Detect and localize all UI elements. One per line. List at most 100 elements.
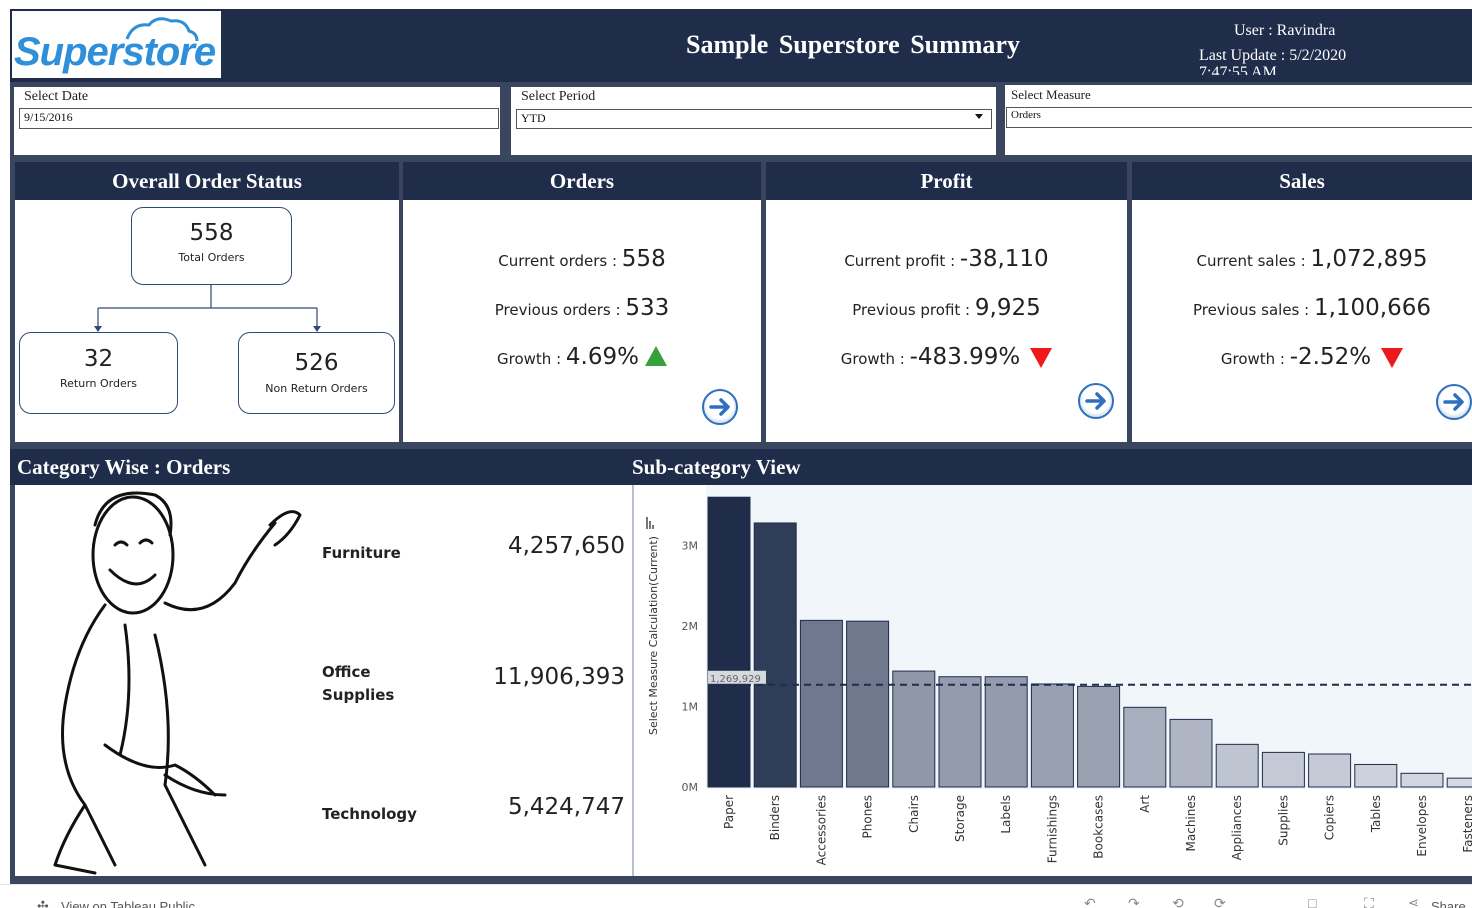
user-label: User : Ravindra	[1234, 22, 1336, 39]
arrow-right-icon	[709, 398, 730, 416]
category-title: Category Wise : Orders	[17, 455, 231, 479]
footer-bar: ✣ View on Tableau Public ↶ ↷ ⟲ ⟳ □ ⛶ ⋖ S…	[0, 884, 1472, 908]
total-orders-node: 558 Total Orders	[131, 207, 292, 285]
return-orders-label: Return Orders	[60, 377, 137, 390]
sales-kpi-panel: Current sales : 1,072,895 Previous sales…	[1132, 200, 1472, 442]
non-return-orders-label: Non Return Orders	[265, 382, 368, 395]
chevron-down-icon	[975, 114, 983, 119]
profit-kpi-panel: Current profit : -38,110 Previous profit…	[766, 200, 1127, 442]
x-tick-label: Envelopes	[1415, 795, 1429, 857]
share-button[interactable]: Share	[1431, 899, 1466, 908]
return-orders-value: 32	[83, 346, 114, 372]
last-update-label: Last Update : 5/2/2020 7:47:55 AM	[1199, 47, 1346, 75]
orders-current-label: Current orders :	[498, 252, 622, 270]
bar-envelopes[interactable]	[1400, 772, 1444, 788]
undo-icon[interactable]: ↶	[1084, 895, 1096, 908]
bar-chairs[interactable]	[892, 670, 936, 788]
bar-appliances[interactable]	[1215, 743, 1259, 788]
last-update-time: 7:47:55 AM	[1199, 64, 1277, 75]
refresh-icon[interactable]: ⟳	[1214, 895, 1226, 908]
x-tick-label: Appliances	[1230, 795, 1244, 860]
x-tick-label: Phones	[861, 795, 875, 838]
bar-machines[interactable]	[1169, 718, 1213, 788]
share-icon[interactable]: ⋖	[1408, 895, 1419, 908]
sales-kpi-title: Sales	[1132, 162, 1472, 200]
orders-arrow-right-button[interactable]	[702, 389, 738, 425]
subcategory-panel: Select Measure Calculation(Current) 0M 1M…	[632, 485, 1472, 876]
measure-dropdown[interactable]: Orders	[1006, 107, 1472, 128]
bar-furnishings[interactable]	[1030, 683, 1074, 788]
growth-down-arrow-icon	[1381, 348, 1404, 368]
period-dropdown[interactable]: YTD	[516, 109, 992, 129]
tableau-logo-icon: ✣	[37, 898, 49, 908]
x-tick-label: Fasteners	[1461, 795, 1472, 853]
bar-binders[interactable]	[753, 522, 797, 788]
bar-storage[interactable]	[938, 676, 982, 788]
date-filter-label: Select Date	[24, 89, 89, 104]
x-tick-label: Chairs	[907, 795, 921, 833]
bar-tables[interactable]	[1354, 763, 1398, 788]
x-tick-label: Labels	[999, 795, 1013, 834]
arrow-right-icon	[1085, 392, 1106, 410]
bar-copiers[interactable]	[1308, 753, 1352, 788]
bar-accessories[interactable]	[799, 619, 843, 788]
bar-art[interactable]	[1123, 706, 1167, 788]
bar-bookcases[interactable]	[1077, 685, 1121, 788]
redo-icon[interactable]: ↷	[1128, 895, 1140, 908]
sales-growth-value: -2.52%	[1289, 344, 1372, 370]
fullscreen-icon[interactable]: ⛶	[1364, 895, 1374, 908]
bar-supplies[interactable]	[1261, 751, 1305, 788]
category-technology-value: 5,424,747	[507, 794, 625, 820]
last-update-date: Last Update : 5/2/2020	[1199, 47, 1347, 64]
bar-paper[interactable]	[707, 496, 751, 788]
orders-growth-row: Growth : 4.69%	[403, 344, 761, 370]
page-title: Sample Superstore Summary	[686, 30, 1020, 59]
category-office-supplies-label-line2: Supplies	[322, 686, 395, 704]
sales-growth-label: Growth :	[1220, 350, 1290, 368]
sales-previous-value: 1,100,666	[1313, 295, 1432, 321]
profit-previous-value: 9,925	[974, 295, 1041, 321]
sales-current-row: Current sales : 1,072,895	[1132, 246, 1472, 272]
bar-phones[interactable]	[846, 620, 890, 788]
measure-filter-label: Select Measure	[1011, 87, 1091, 102]
x-tick-label: Machines	[1184, 795, 1198, 851]
bar-labels[interactable]	[984, 676, 1028, 788]
subcategory-title: Sub-category View	[632, 455, 801, 479]
x-tick-label: Copiers	[1323, 795, 1337, 840]
x-tick-label: Bookcases	[1092, 795, 1106, 859]
x-tick-label: Paper	[722, 795, 736, 829]
y-tick-label: 2M	[682, 620, 699, 633]
profit-current-value: -38,110	[959, 246, 1049, 272]
reference-line-label-bg	[708, 670, 766, 684]
orders-current-row: Current orders : 558	[403, 246, 761, 272]
cloud-icon	[125, 17, 199, 42]
profit-growth-label: Growth :	[840, 350, 910, 368]
category-office-supplies-label-line1: Office	[322, 663, 371, 681]
measure-filter: Select Measure Orders	[1004, 84, 1472, 156]
device-layout-icon[interactable]: □	[1308, 895, 1317, 908]
sales-growth-row: Growth : -2.52%	[1132, 344, 1472, 370]
view-on-tableau-link[interactable]: View on Tableau Public	[61, 899, 195, 908]
orders-previous-label: Previous orders :	[494, 301, 626, 319]
y-tick-label: 3M	[682, 540, 699, 553]
period-selected-value: YTD	[521, 111, 546, 125]
sales-arrow-right-button[interactable]	[1436, 384, 1472, 420]
superstore-logo: Superstore	[12, 11, 221, 78]
sales-current-value: 1,072,895	[1310, 246, 1428, 272]
revert-icon[interactable]: ⟲	[1172, 895, 1184, 908]
y-tick-label: 1M	[682, 701, 699, 714]
x-tick-label: Binders	[768, 795, 782, 840]
subcategory-header-bar	[632, 449, 1472, 485]
growth-down-arrow-icon	[1030, 348, 1053, 368]
x-tick-label: Art	[1138, 795, 1152, 813]
bar-fasteners[interactable]	[1446, 777, 1472, 788]
y-axis-title: Select Measure Calculation(Current)	[647, 536, 660, 735]
subcategory-bar-chart[interactable]: Select Measure Calculation(Current) 0M 1M…	[634, 485, 1472, 876]
x-tick-label: Furnishings	[1045, 795, 1059, 863]
reference-line-label: 1,269,929	[710, 674, 761, 685]
orders-kpi-panel: Current orders : 558 Previous orders : 5…	[403, 200, 761, 442]
order-status-panel: 558 Total Orders 32 Return Orders 526 No…	[15, 200, 399, 442]
date-input[interactable]: 9/15/2016	[19, 108, 499, 129]
orders-previous-value: 533	[625, 295, 670, 321]
profit-arrow-right-button[interactable]	[1078, 383, 1114, 419]
